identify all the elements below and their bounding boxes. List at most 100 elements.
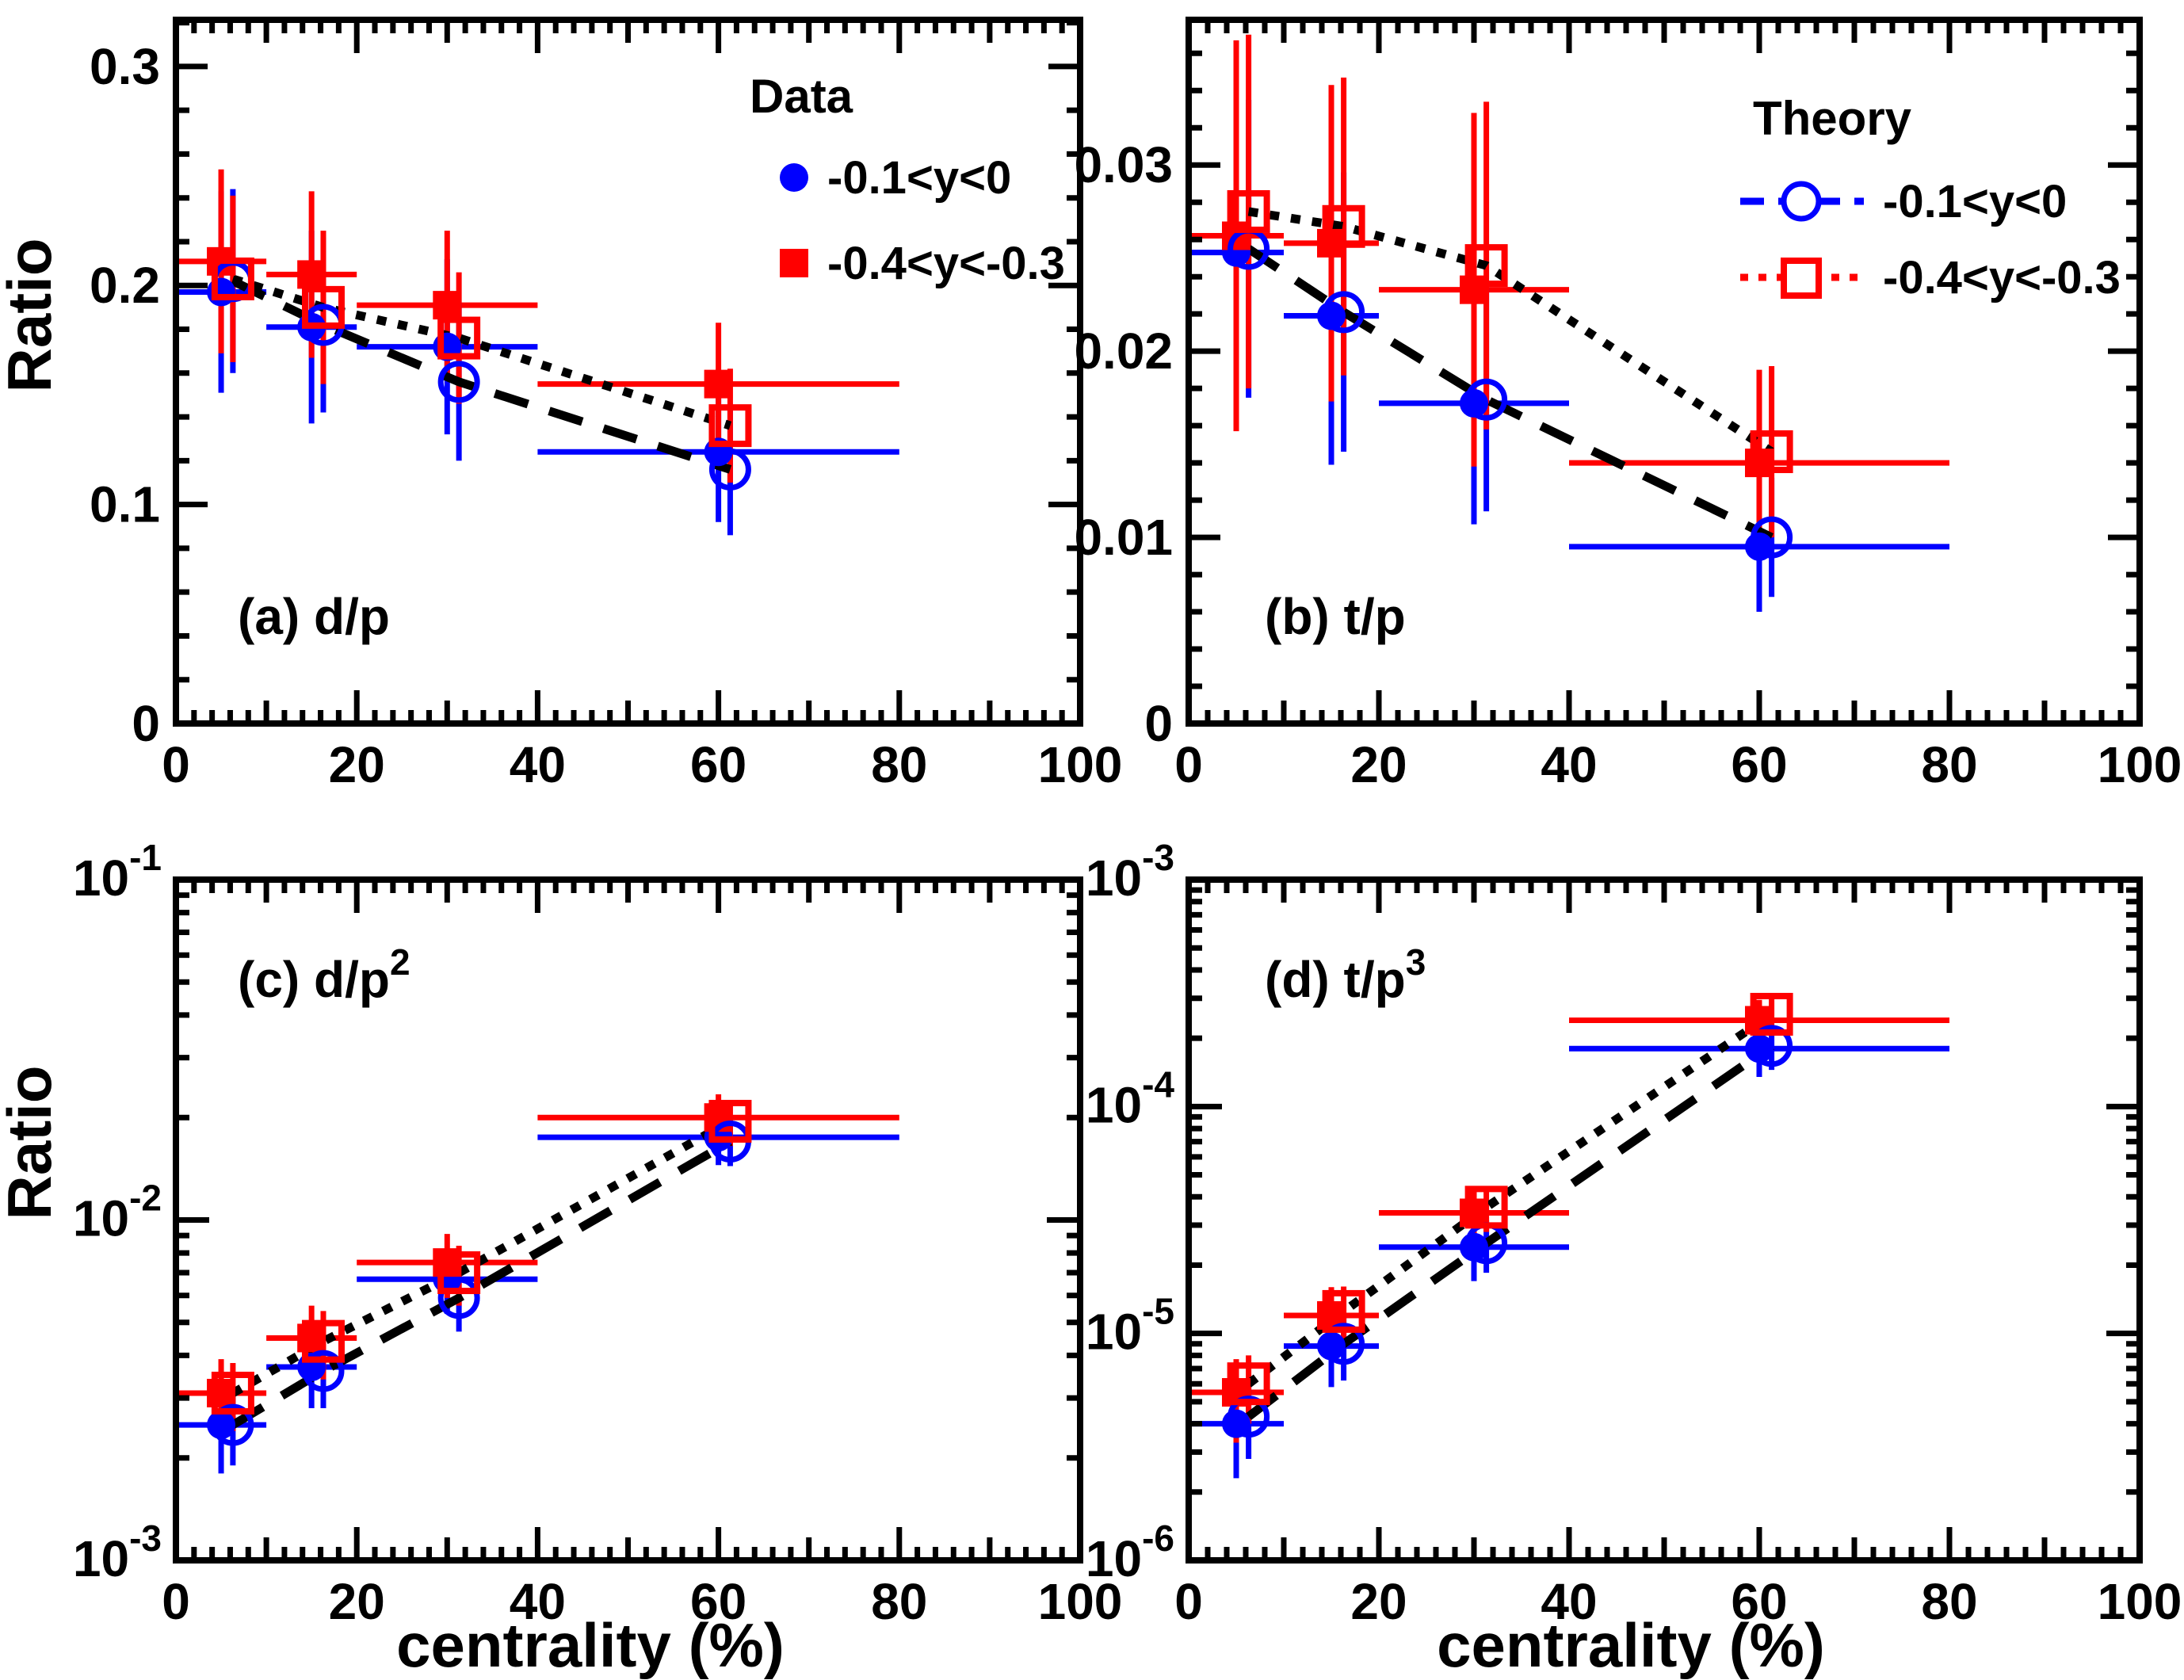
x-tick-label: 100	[1038, 736, 1123, 793]
x-tick-label: 60	[690, 736, 746, 793]
x-tick-label: 20	[1350, 1573, 1407, 1630]
y-tick-label: 10-6	[1086, 1518, 1174, 1587]
point-filled-square	[297, 260, 326, 289]
point-open-circle	[1751, 1025, 1793, 1067]
x-tick-label: 0	[1174, 736, 1203, 793]
y-axis-title-top: Ratio	[0, 239, 64, 393]
point-open-circle	[1228, 1396, 1270, 1438]
point-open-square	[1322, 1289, 1365, 1333]
point-open-circle	[437, 1277, 480, 1319]
point-open-square	[1322, 204, 1365, 248]
legend-theory-entry-1: -0.4<y<-0.3	[1883, 252, 2121, 304]
point-open-square	[1464, 1186, 1508, 1229]
x-tick-label: 80	[871, 736, 927, 793]
point-filled-square	[1460, 275, 1488, 304]
point-open-circle	[1465, 378, 1508, 421]
x-tick-label: 60	[1731, 1573, 1787, 1630]
panel-d-label: (d) t/p3	[1265, 941, 1426, 1008]
theory-line-dotted	[231, 274, 732, 430]
panel-d-plot-area	[1189, 992, 1949, 1479]
x-tick-label: 20	[329, 736, 385, 793]
legend-theory-title: Theory	[1753, 92, 1912, 145]
theory-line-dotted	[231, 1117, 733, 1397]
theory-line-dashed	[231, 277, 732, 474]
filled-square-icon	[780, 249, 808, 277]
theory-line-dashed	[231, 1137, 733, 1429]
legend-theory: Theory -0.1<y<0 -0.4<y<-0.3	[1740, 92, 2121, 304]
point-filled-square	[297, 1323, 326, 1353]
point-open-circle	[1323, 1323, 1365, 1365]
panel-c-plot-area	[176, 1094, 899, 1474]
legend-data-entry-0: -0.1<y<0	[827, 152, 1011, 204]
panel-b: 0 20 40 60 80 100 0 0.01 0.02 0.03	[1074, 17, 2182, 793]
point-filled-circle	[207, 1411, 236, 1440]
x-tick-label: 0	[162, 736, 190, 793]
point-open-square	[301, 285, 345, 329]
point-open-circle	[212, 1403, 254, 1446]
theory-line-dashed	[1246, 1042, 1774, 1420]
x-tick-label: 40	[1541, 1573, 1597, 1630]
y-axis-title-bottom: Ratio	[0, 1066, 64, 1220]
y-tick-label: 0.03	[1074, 136, 1173, 193]
x-tick-label: 60	[690, 1573, 746, 1630]
y-tick-label: 0.2	[90, 257, 160, 314]
point-filled-square	[433, 291, 462, 320]
panel-c: 0 20 40 60 80 100 10-1 10-2 10-3	[73, 837, 1122, 1630]
y-tick-label: 10-1	[73, 837, 162, 907]
y-tick-label: 10-2	[73, 1178, 162, 1247]
point-open-square	[437, 1251, 481, 1295]
point-filled-square	[207, 1378, 236, 1407]
theory-line-dashed	[1246, 245, 1774, 542]
y-tick-label: 0.02	[1074, 323, 1173, 380]
legend-data: Data -0.1<y<0 -0.4<y<-0.3	[750, 70, 1065, 289]
panel-b-plot-area	[1189, 34, 1949, 613]
point-open-circle	[437, 361, 480, 403]
panel-d: 0 20 40 60 80 100 10-3 10-4 10-5 10-6	[1086, 837, 2182, 1630]
y-tick-label: 0.1	[90, 476, 160, 533]
point-open-square	[211, 1371, 254, 1415]
x-tick-label: 20	[329, 1573, 385, 1630]
y-tick-label: 10-4	[1086, 1063, 1175, 1133]
panel-b-label: (b) t/p	[1265, 588, 1406, 645]
x-axis-title-right: centrality (%)	[1437, 1610, 1825, 1680]
point-open-circle	[1751, 516, 1793, 559]
point-open-square	[301, 1319, 345, 1363]
point-open-square	[1227, 1362, 1270, 1406]
y-tick-label: 10-5	[1086, 1291, 1174, 1361]
x-tick-label: 40	[510, 736, 566, 793]
x-tick-label: 80	[1921, 1573, 1977, 1630]
legend-data-entry-1: -0.4<y<-0.3	[827, 238, 1065, 289]
x-tick-label: 80	[1921, 736, 1977, 793]
x-tick-label: 100	[1038, 1573, 1123, 1630]
x-tick-label: 40	[510, 1573, 566, 1630]
point-open-circle	[708, 448, 751, 491]
point-open-square	[1750, 992, 1793, 1036]
x-tick-label: 60	[1731, 736, 1787, 793]
panel-a: 0 20 40 60 80 100 0 0.1 0.2 0.3	[90, 17, 1123, 793]
y-tick-label: 10-3	[73, 1518, 162, 1587]
x-tick-label: 40	[1541, 736, 1597, 793]
point-open-circle	[302, 1350, 345, 1392]
point-filled-square	[704, 369, 733, 399]
y-tick-label: 0	[132, 695, 160, 752]
panel-a-label: (a) d/p	[238, 588, 390, 645]
point-open-square	[708, 404, 752, 448]
point-open-square	[1750, 430, 1793, 474]
y-tick-label: 10-3	[1086, 837, 1174, 907]
point-open-square	[1464, 244, 1508, 288]
x-axis-title-left: centrality (%)	[396, 1610, 785, 1680]
x-tick-label: 20	[1350, 736, 1407, 793]
panel-c-label: (c) d/p2	[238, 941, 410, 1008]
open-circle-icon	[1781, 181, 1822, 222]
filled-circle-icon	[780, 163, 808, 192]
y-tick-label: 0.01	[1074, 509, 1173, 566]
panel-a-plot-area	[176, 169, 899, 536]
x-tick-label: 0	[162, 1573, 190, 1630]
y-tick-label: 0	[1144, 695, 1173, 752]
x-tick-label: 100	[2098, 736, 2182, 793]
x-tick-label: 80	[871, 1573, 927, 1630]
x-tick-label: 100	[2098, 1573, 2182, 1630]
